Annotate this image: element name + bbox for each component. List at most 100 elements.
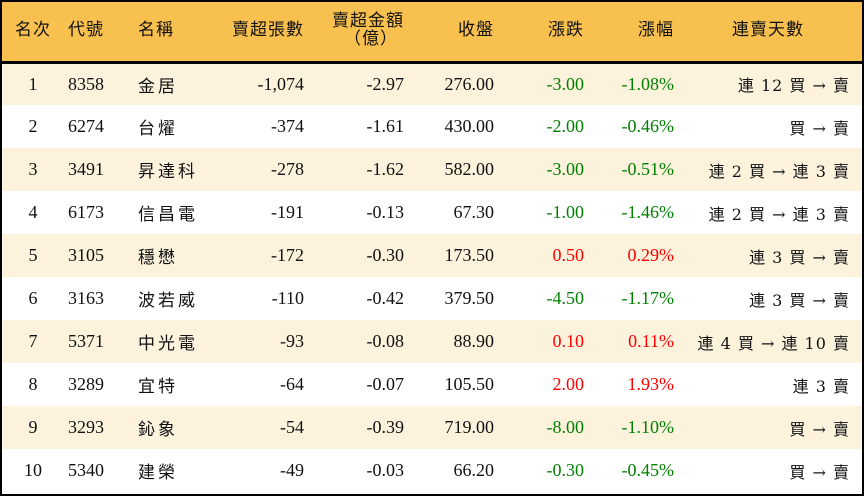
change-cell: -3.00 bbox=[546, 159, 585, 179]
header-net-sell-amount-line1: 賣超金額 bbox=[332, 11, 404, 32]
net-sell-lots-cell: -93 bbox=[280, 331, 304, 351]
net-sell-lots-cell: -172 bbox=[271, 245, 304, 265]
table-row: 6 3163 波若威 -110 -0.42 379.50 -4.50 -1.17… bbox=[2, 277, 862, 320]
change-cell: 0.10 bbox=[552, 331, 585, 351]
close-cell: 430.00 bbox=[444, 116, 495, 136]
change-pct-cell: -1.08% bbox=[621, 73, 675, 94]
net-sell-amount-cell: -0.42 bbox=[366, 288, 405, 308]
net-sell-amount-cell: -0.03 bbox=[366, 460, 405, 480]
code-cell: 8358 bbox=[68, 73, 104, 94]
net-sell-lots-cell: -54 bbox=[280, 417, 304, 437]
net-sell-lots-cell: -49 bbox=[280, 460, 304, 480]
close-cell: 67.30 bbox=[453, 202, 495, 222]
code-cell: 3293 bbox=[68, 417, 104, 437]
header-change: 漲跌 bbox=[548, 20, 584, 41]
header-net-sell-amount: 賣超金額 （億） bbox=[304, 2, 404, 62]
change-pct-cell: -1.10% bbox=[621, 417, 675, 437]
change-cell: 0.50 bbox=[552, 245, 585, 265]
net-sell-lots-cell: -64 bbox=[280, 374, 304, 394]
table-row: 1 8358 金居 -1,074 -2.97 276.00 -3.00 -1.0… bbox=[2, 62, 862, 105]
table-header: 名次 代號 名稱 賣超張數 賣超金額 （億） 收盤 漲跌 漲幅 連賣天數 bbox=[2, 2, 862, 62]
net-sell-lots-cell: -278 bbox=[271, 159, 304, 179]
table-row: 8 3289 宜特 -64 -0.07 105.50 2.00 1.93% 連 … bbox=[2, 363, 862, 406]
rank-cell: 10 bbox=[24, 460, 42, 480]
close-cell: 719.00 bbox=[444, 417, 495, 437]
streak-cell: 連 3 買 → 賣 bbox=[749, 247, 850, 267]
change-pct-cell: 0.11% bbox=[628, 331, 674, 351]
net-sell-amount-cell: -1.62 bbox=[366, 159, 405, 179]
rank-cell: 4 bbox=[28, 202, 38, 222]
table-body: 1 8358 金居 -1,074 -2.97 276.00 -3.00 -1.0… bbox=[2, 62, 862, 492]
name-cell: 鈊象 bbox=[138, 420, 178, 440]
change-cell: -0.30 bbox=[546, 460, 585, 480]
change-cell: -8.00 bbox=[546, 417, 585, 437]
rank-cell: 1 bbox=[28, 73, 38, 94]
streak-cell: 買 → 賣 bbox=[789, 118, 850, 138]
close-cell: 582.00 bbox=[444, 159, 495, 179]
change-cell: 2.00 bbox=[552, 374, 585, 394]
code-cell: 3491 bbox=[68, 159, 104, 179]
streak-cell: 連 12 買 → 賣 bbox=[737, 76, 850, 96]
net-sell-amount-cell: -0.30 bbox=[366, 245, 405, 265]
change-pct-cell: -0.51% bbox=[621, 159, 675, 179]
table-row: 3 3491 昇達科 -278 -1.62 582.00 -3.00 -0.51… bbox=[2, 148, 862, 191]
name-cell: 台燿 bbox=[138, 119, 178, 139]
streak-cell: 連 4 買 → 連 10 賣 bbox=[697, 333, 850, 353]
close-cell: 276.00 bbox=[444, 73, 495, 94]
name-cell: 昇達科 bbox=[138, 162, 198, 182]
header-close: 收盤 bbox=[458, 20, 494, 41]
net-sell-lots-cell: -1,074 bbox=[257, 73, 305, 94]
net-sell-lots-cell: -374 bbox=[271, 116, 304, 136]
close-cell: 173.50 bbox=[444, 245, 495, 265]
code-cell: 3105 bbox=[68, 245, 104, 265]
rank-cell: 6 bbox=[28, 288, 38, 308]
header-rank: 名次 bbox=[15, 20, 51, 41]
net-sell-lots-cell: -191 bbox=[271, 202, 304, 222]
table-row: 5 3105 穩懋 -172 -0.30 173.50 0.50 0.29% 連… bbox=[2, 234, 862, 277]
rank-cell: 7 bbox=[28, 331, 38, 351]
streak-cell: 連 3 買 → 賣 bbox=[749, 290, 850, 310]
table-row: 9 3293 鈊象 -54 -0.39 719.00 -8.00 -1.10% … bbox=[2, 406, 862, 449]
net-sell-amount-cell: -0.39 bbox=[366, 417, 405, 437]
header-net-sell-lots: 賣超張數 bbox=[232, 20, 304, 41]
streak-cell: 連 2 買 → 連 3 賣 bbox=[708, 161, 850, 181]
streak-cell: 買 → 賣 bbox=[789, 419, 850, 439]
net-sell-amount-cell: -1.61 bbox=[366, 116, 405, 136]
close-cell: 105.50 bbox=[444, 374, 495, 394]
table-row: 7 5371 中光電 -93 -0.08 88.90 0.10 0.11% 連 … bbox=[2, 320, 862, 363]
name-cell: 宜特 bbox=[138, 377, 178, 397]
rank-cell: 2 bbox=[28, 116, 38, 136]
close-cell: 88.90 bbox=[453, 331, 495, 351]
change-pct-cell: 1.93% bbox=[627, 374, 675, 394]
rank-cell: 9 bbox=[28, 417, 38, 437]
header-name: 名稱 bbox=[138, 20, 174, 41]
rank-cell: 5 bbox=[28, 245, 38, 265]
change-pct-cell: -1.46% bbox=[621, 202, 675, 222]
code-cell: 3289 bbox=[68, 374, 104, 394]
table-row: 4 6173 信昌電 -191 -0.13 67.30 -1.00 -1.46%… bbox=[2, 191, 862, 234]
table-row: 10 5340 建榮 -49 -0.03 66.20 -0.30 -0.45% … bbox=[2, 449, 862, 492]
change-pct-cell: -0.46% bbox=[621, 116, 675, 136]
net-sell-amount-cell: -0.07 bbox=[366, 374, 405, 394]
code-cell: 3163 bbox=[68, 288, 104, 308]
code-cell: 6173 bbox=[68, 202, 104, 222]
name-cell: 波若威 bbox=[138, 291, 198, 311]
net-sell-amount-cell: -0.08 bbox=[366, 331, 405, 351]
header-streak: 連賣天數 bbox=[732, 20, 804, 41]
change-cell: -3.00 bbox=[546, 73, 585, 94]
name-cell: 中光電 bbox=[138, 334, 198, 354]
header-code: 代號 bbox=[68, 20, 104, 41]
close-cell: 66.20 bbox=[453, 460, 495, 480]
name-cell: 金居 bbox=[138, 76, 178, 97]
rank-cell: 3 bbox=[28, 159, 38, 179]
change-cell: -1.00 bbox=[546, 202, 585, 222]
rank-cell: 8 bbox=[28, 374, 38, 394]
change-cell: -4.50 bbox=[546, 288, 585, 308]
close-cell: 379.50 bbox=[444, 288, 495, 308]
name-cell: 信昌電 bbox=[138, 205, 198, 225]
net-sell-lots-cell: -110 bbox=[271, 288, 304, 308]
streak-cell: 連 3 賣 bbox=[792, 376, 850, 396]
table-row: 2 6274 台燿 -374 -1.61 430.00 -2.00 -0.46%… bbox=[2, 105, 862, 148]
code-cell: 5340 bbox=[68, 460, 104, 480]
